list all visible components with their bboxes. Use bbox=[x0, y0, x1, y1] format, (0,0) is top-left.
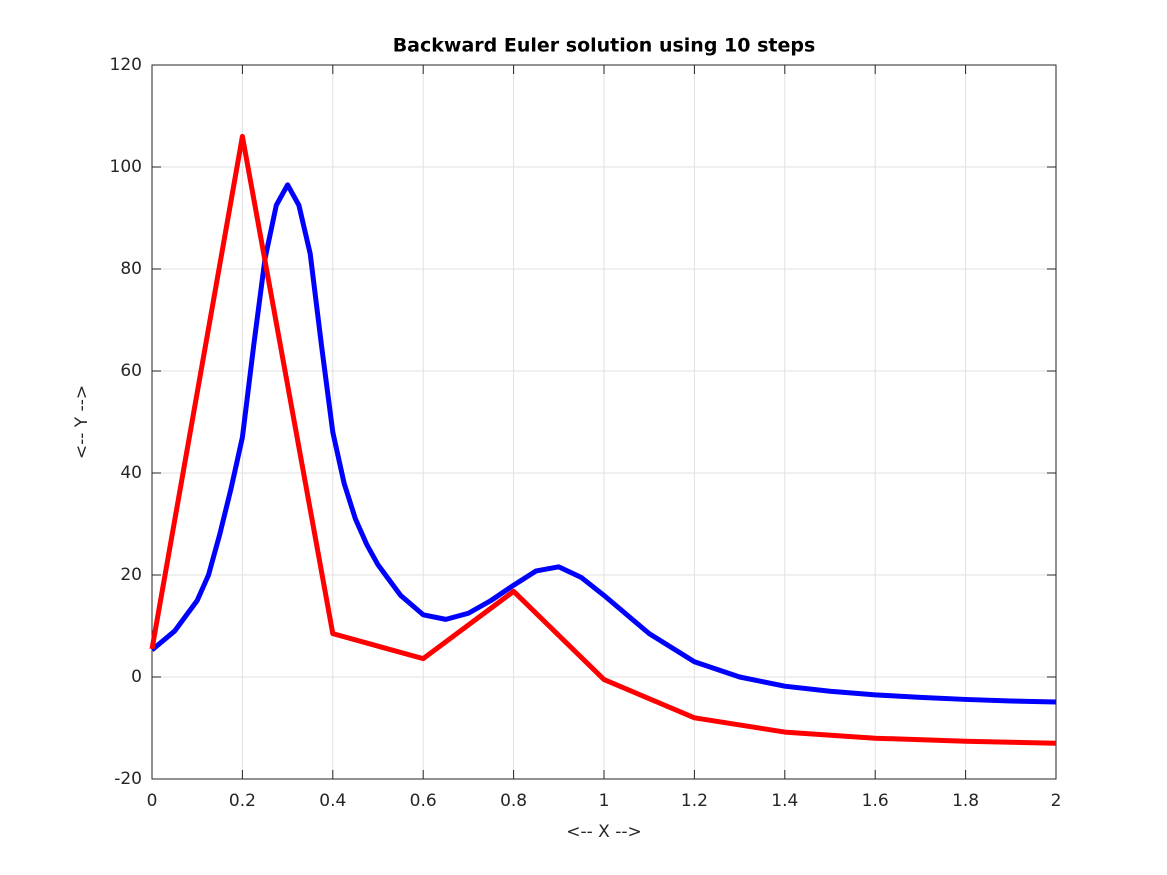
y-axis-label: <-- Y --> bbox=[72, 385, 92, 459]
x-tick-label: 1.6 bbox=[862, 791, 889, 811]
x-axis-label: <-- X --> bbox=[566, 822, 641, 842]
y-tick-label: -20 bbox=[114, 769, 142, 789]
x-tick-label: 0.2 bbox=[229, 791, 256, 811]
y-tick-label: 120 bbox=[110, 55, 142, 75]
x-tick-label: 2 bbox=[1051, 791, 1062, 811]
x-tick-label: 1.8 bbox=[952, 791, 979, 811]
y-tick-label: 40 bbox=[120, 463, 142, 483]
y-tick-label: 100 bbox=[110, 157, 142, 177]
x-tick-label: 0.6 bbox=[410, 791, 437, 811]
x-tick-label: 1 bbox=[599, 791, 610, 811]
y-tick-label: 0 bbox=[131, 667, 142, 687]
series-line bbox=[149, 133, 1057, 746]
y-tick-label: 80 bbox=[120, 259, 142, 279]
y-tick-label: 20 bbox=[120, 565, 142, 585]
x-tick-label: 1.4 bbox=[771, 791, 798, 811]
y-tick-label: 60 bbox=[120, 361, 142, 381]
x-tick-label: 1.2 bbox=[681, 791, 708, 811]
x-tick-label: 0.8 bbox=[500, 791, 527, 811]
x-tick-label: 0.4 bbox=[319, 791, 346, 811]
series-line bbox=[150, 182, 1057, 705]
plot-frame bbox=[151, 64, 1057, 780]
chart-title: Backward Euler solution using 10 steps bbox=[393, 35, 816, 57]
x-tick-label: 0 bbox=[147, 791, 158, 811]
